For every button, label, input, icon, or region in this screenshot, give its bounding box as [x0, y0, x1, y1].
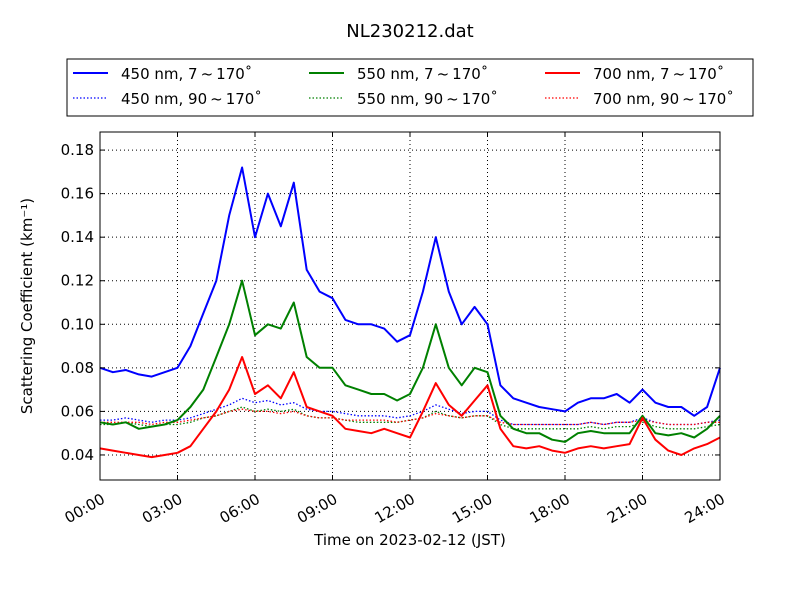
x-tick-label: 12:00 — [372, 490, 418, 527]
legend-label-2: 700 nm, 7 ~ 170˚ — [593, 65, 724, 83]
legend-label-0: 450 nm, 7 ~ 170˚ — [121, 65, 252, 83]
x-tick-label: 00:00 — [62, 490, 108, 527]
legend-label-4: 550 nm, 90 ~ 170˚ — [357, 90, 498, 108]
legend-box — [66, 58, 754, 117]
y-tick-label: 0.06 — [61, 402, 94, 420]
y-tick-label: 0.16 — [61, 185, 94, 203]
x-axis-label: Time on 2023-02-12 (JST) — [313, 531, 506, 549]
legend-label-1: 550 nm, 7 ~ 170˚ — [357, 65, 488, 83]
x-tick-label: 06:00 — [217, 490, 263, 527]
series-line-2 — [99, 356, 721, 459]
series-line-4 — [100, 406, 721, 430]
legend: 450 nm, 7 ~ 170˚ 550 nm, 7 ~ 170˚ 700 nm, … — [66, 58, 754, 117]
series-line-0 — [99, 166, 721, 417]
x-tick-label: 03:00 — [139, 490, 185, 527]
y-axis-label: Scattering Coefficient (km⁻¹) — [18, 198, 36, 414]
y-tick-label: 0.04 — [61, 446, 94, 464]
legend-label-5: 700 nm, 90 ~ 170˚ — [593, 90, 734, 108]
axis-ticks: 00:00 03:00 06:00 09:00 12:00 15:00 18:00 21:00… — [61, 132, 728, 527]
chart-title: NL230212.dat — [346, 21, 473, 42]
y-tick-label: 0.18 — [61, 141, 94, 159]
y-tick-label: 0.10 — [61, 315, 94, 333]
x-tick-label: 15:00 — [449, 490, 495, 527]
x-tick-label: 21:00 — [604, 490, 650, 527]
series-lines — [99, 166, 721, 459]
x-tick-label: 09:00 — [294, 490, 340, 527]
y-tick-label: 0.08 — [61, 359, 94, 377]
series-line-3 — [100, 397, 721, 426]
grid — [100, 132, 720, 480]
y-tick-label: 0.12 — [61, 272, 94, 290]
y-tick-label: 0.14 — [61, 228, 94, 246]
x-tick-label: 24:00 — [682, 490, 728, 527]
series-line-1 — [99, 279, 721, 443]
legend-label-3: 450 nm, 90 ~ 170˚ — [121, 90, 262, 108]
x-tick-label: 18:00 — [527, 490, 573, 527]
